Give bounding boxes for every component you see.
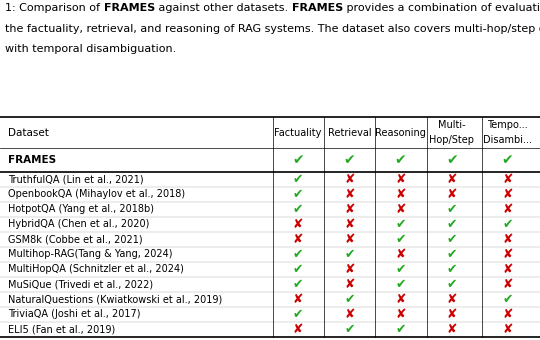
Text: NaturalQuestions (Kwiatkowski et al., 2019): NaturalQuestions (Kwiatkowski et al., 20… bbox=[8, 294, 222, 304]
Text: ✔: ✔ bbox=[293, 278, 303, 291]
Text: Hop/Step: Hop/Step bbox=[429, 135, 475, 145]
Text: 1: Comparison of: 1: Comparison of bbox=[5, 3, 104, 13]
Text: OpenbookQA (Mihaylov et al., 2018): OpenbookQA (Mihaylov et al., 2018) bbox=[8, 189, 185, 199]
Text: ✘: ✘ bbox=[344, 188, 355, 201]
Text: ✘: ✘ bbox=[447, 308, 457, 321]
Text: ✘: ✘ bbox=[447, 323, 457, 336]
Text: FRAMES: FRAMES bbox=[292, 3, 343, 13]
Text: ✔: ✔ bbox=[395, 262, 406, 276]
Text: ✘: ✘ bbox=[293, 293, 303, 306]
Text: ✘: ✘ bbox=[395, 293, 406, 306]
Text: ✘: ✘ bbox=[502, 188, 513, 201]
Text: ✘: ✘ bbox=[344, 278, 355, 291]
Text: Dataset: Dataset bbox=[8, 128, 49, 138]
Text: ✘: ✘ bbox=[293, 233, 303, 246]
Text: the factuality, retrieval, and reasoning of RAG systems. The dataset also covers: the factuality, retrieval, and reasoning… bbox=[5, 24, 540, 34]
Text: ✔: ✔ bbox=[447, 278, 457, 291]
Text: ✘: ✘ bbox=[447, 173, 457, 186]
Text: ✘: ✘ bbox=[395, 203, 406, 216]
Text: with temporal disambiguation.: with temporal disambiguation. bbox=[5, 44, 177, 54]
Text: ✔: ✔ bbox=[395, 278, 406, 291]
Text: ✘: ✘ bbox=[447, 188, 457, 201]
Text: ✘: ✘ bbox=[344, 262, 355, 276]
Text: ✘: ✘ bbox=[395, 188, 406, 201]
Text: against other datasets.: against other datasets. bbox=[155, 3, 292, 13]
Text: ELI5 (Fan et al., 2019): ELI5 (Fan et al., 2019) bbox=[8, 324, 116, 334]
Text: ✔: ✔ bbox=[395, 153, 407, 167]
Text: ✘: ✘ bbox=[293, 323, 303, 336]
Text: ✘: ✘ bbox=[502, 308, 513, 321]
Text: ✘: ✘ bbox=[502, 278, 513, 291]
Text: ✔: ✔ bbox=[292, 153, 304, 167]
Text: ✔: ✔ bbox=[344, 248, 355, 261]
Text: ✔: ✔ bbox=[395, 233, 406, 246]
Text: ✔: ✔ bbox=[502, 293, 513, 306]
Text: ✔: ✔ bbox=[293, 173, 303, 186]
Text: TruthfulQA (Lin et al., 2021): TruthfulQA (Lin et al., 2021) bbox=[8, 174, 144, 184]
Text: ✘: ✘ bbox=[344, 308, 355, 321]
Text: ✘: ✘ bbox=[502, 203, 513, 216]
Text: ✘: ✘ bbox=[395, 173, 406, 186]
Text: ✔: ✔ bbox=[446, 153, 458, 167]
Text: ✘: ✘ bbox=[502, 248, 513, 261]
Text: ✔: ✔ bbox=[502, 218, 513, 231]
Text: ✔: ✔ bbox=[447, 218, 457, 231]
Text: ✔: ✔ bbox=[293, 203, 303, 216]
Text: ✔: ✔ bbox=[447, 262, 457, 276]
Text: ✘: ✘ bbox=[293, 218, 303, 231]
Text: ✘: ✘ bbox=[447, 293, 457, 306]
Text: ✘: ✘ bbox=[344, 173, 355, 186]
Text: ✘: ✘ bbox=[395, 248, 406, 261]
Text: ✘: ✘ bbox=[344, 218, 355, 231]
Text: ✔: ✔ bbox=[447, 248, 457, 261]
Text: ✘: ✘ bbox=[344, 233, 355, 246]
Text: ✔: ✔ bbox=[395, 323, 406, 336]
Text: ✔: ✔ bbox=[293, 262, 303, 276]
Text: ✔: ✔ bbox=[293, 308, 303, 321]
Text: ✘: ✘ bbox=[502, 262, 513, 276]
Text: FRAMES: FRAMES bbox=[104, 3, 155, 13]
Text: Multihop-RAG(Tang & Yang, 2024): Multihop-RAG(Tang & Yang, 2024) bbox=[8, 249, 173, 259]
Text: ✔: ✔ bbox=[293, 248, 303, 261]
Text: Reasoning: Reasoning bbox=[375, 128, 426, 138]
Text: ✔: ✔ bbox=[502, 153, 514, 167]
Text: FRAMES: FRAMES bbox=[8, 155, 56, 165]
Text: GSM8k (Cobbe et al., 2021): GSM8k (Cobbe et al., 2021) bbox=[8, 234, 143, 244]
Text: Factuality: Factuality bbox=[274, 128, 322, 138]
Text: Tempo...: Tempo... bbox=[487, 120, 528, 130]
Text: provides a combination of evaluation sa...: provides a combination of evaluation sa.… bbox=[343, 3, 540, 13]
Text: ✔: ✔ bbox=[344, 293, 355, 306]
Text: TriviaQA (Joshi et al., 2017): TriviaQA (Joshi et al., 2017) bbox=[8, 309, 140, 319]
Text: ✔: ✔ bbox=[395, 218, 406, 231]
Text: MultiHopQA (Schnitzler et al., 2024): MultiHopQA (Schnitzler et al., 2024) bbox=[8, 264, 184, 274]
Text: ✘: ✘ bbox=[502, 233, 513, 246]
Text: HybridQA (Chen et al., 2020): HybridQA (Chen et al., 2020) bbox=[8, 219, 150, 229]
Text: ✘: ✘ bbox=[395, 308, 406, 321]
Text: Disambi...: Disambi... bbox=[483, 135, 532, 145]
Text: MuSiQue (Trivedi et al., 2022): MuSiQue (Trivedi et al., 2022) bbox=[8, 279, 153, 289]
Text: ✔: ✔ bbox=[447, 233, 457, 246]
Text: Multi-: Multi- bbox=[438, 120, 466, 130]
Text: Retrieval: Retrieval bbox=[328, 128, 371, 138]
Text: ✔: ✔ bbox=[447, 203, 457, 216]
Text: ✔: ✔ bbox=[344, 323, 355, 336]
Text: ✘: ✘ bbox=[344, 203, 355, 216]
Text: ✘: ✘ bbox=[502, 173, 513, 186]
Text: ✘: ✘ bbox=[502, 323, 513, 336]
Text: ✔: ✔ bbox=[343, 153, 355, 167]
Text: ✔: ✔ bbox=[293, 188, 303, 201]
Text: HotpotQA (Yang et al., 2018b): HotpotQA (Yang et al., 2018b) bbox=[8, 204, 154, 214]
